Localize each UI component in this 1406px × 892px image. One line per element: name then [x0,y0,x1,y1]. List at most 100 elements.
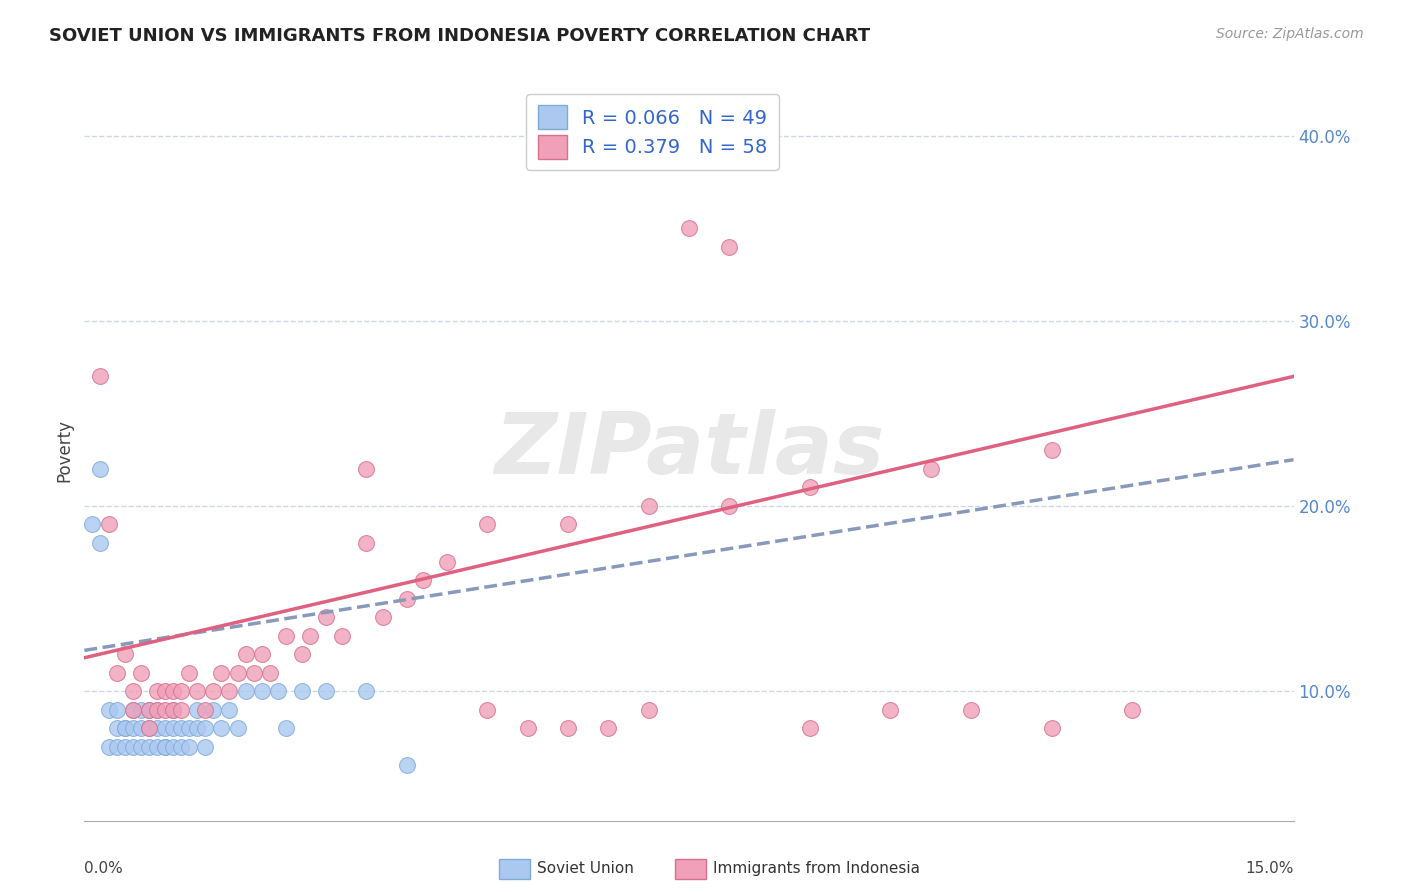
Point [138,721,160,735]
Point [1040,443,1063,458]
Point [146,721,169,735]
Point [516,721,538,735]
Point [299,628,322,642]
Point [194,739,217,754]
Point [235,647,257,661]
Point [436,554,458,569]
Point [153,721,176,735]
Point [209,721,232,735]
Point [395,758,418,772]
Point [153,739,176,754]
Point [162,684,184,698]
Point [82,517,104,532]
Point [138,703,160,717]
Point [598,721,620,735]
Point [121,703,143,717]
Point [146,739,169,754]
Point [218,703,240,717]
Point [89,369,111,384]
Point [105,665,128,680]
Point [138,703,160,717]
Point [209,665,232,680]
Point [114,721,136,735]
Point [557,721,579,735]
Point [153,703,176,717]
Point [162,721,184,735]
Point [718,240,741,254]
Point [186,684,208,698]
Point [170,721,193,735]
Point [129,721,152,735]
Point [395,591,418,606]
Text: 15.0%: 15.0% [1246,862,1294,876]
Point [202,703,225,717]
Point [1040,721,1063,735]
Point [267,684,290,698]
Point [356,462,378,476]
Point [146,703,169,717]
Point [105,721,128,735]
Point [162,739,184,754]
Point [114,739,136,754]
Point [477,703,499,717]
Point [879,703,901,717]
Point [356,684,378,698]
Text: 0.0%: 0.0% [84,862,124,876]
Point [170,684,193,698]
Point [194,703,217,717]
Point [678,221,700,235]
Point [89,536,111,550]
Point [718,499,741,513]
Point [274,721,297,735]
Point [218,684,240,698]
Point [121,703,143,717]
Point [138,739,160,754]
Point [291,647,314,661]
Point [129,665,152,680]
Legend: R = 0.066   N = 49, R = 0.379   N = 58: R = 0.066 N = 49, R = 0.379 N = 58 [526,94,779,170]
Point [799,721,821,735]
Point [179,721,201,735]
Point [97,703,120,717]
Point [162,703,184,717]
Y-axis label: Poverty: Poverty [55,419,73,482]
Point [186,703,208,717]
Point [105,739,128,754]
Point [129,739,152,754]
Point [89,462,111,476]
Point [170,703,193,717]
Point [274,628,297,642]
Point [226,721,249,735]
Point [242,665,264,680]
Point [960,703,983,717]
Point [105,703,128,717]
Point [412,573,434,587]
Point [315,610,337,624]
Point [153,684,176,698]
Point [235,684,257,698]
Point [121,721,143,735]
Point [250,684,273,698]
Point [138,721,160,735]
Text: ZIPatlas: ZIPatlas [494,409,884,492]
Point [153,739,176,754]
Point [920,462,942,476]
Point [1121,703,1143,717]
Point [179,665,201,680]
Text: Immigrants from Indonesia: Immigrants from Indonesia [713,862,920,876]
Point [186,721,208,735]
Point [170,739,193,754]
Point [291,684,314,698]
Point [97,739,120,754]
Point [315,684,337,698]
Point [97,517,120,532]
Point [129,703,152,717]
Text: Soviet Union: Soviet Union [537,862,634,876]
Point [330,628,353,642]
Point [114,721,136,735]
Point [121,739,143,754]
Text: Source: ZipAtlas.com: Source: ZipAtlas.com [1216,27,1364,41]
Point [114,647,136,661]
Point [162,703,184,717]
Point [477,517,499,532]
